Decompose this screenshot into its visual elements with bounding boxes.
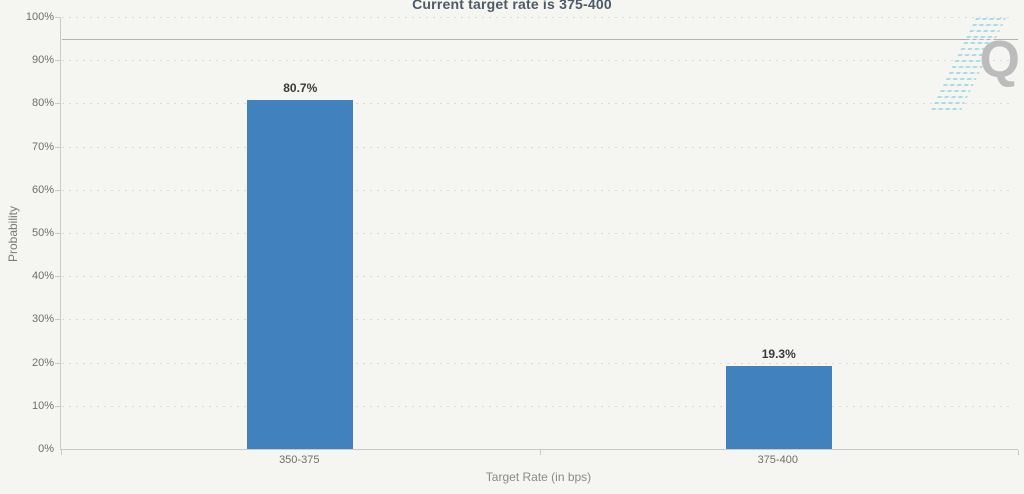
bar-375-400[interactable] — [725, 365, 832, 449]
gridline — [62, 146, 1014, 148]
y-axis-tick — [55, 405, 60, 407]
y-axis-tick — [55, 146, 60, 148]
watermark: Q — [929, 18, 1020, 114]
y-tick-label: 20% — [31, 356, 54, 369]
x-category-label: 375-400 — [757, 454, 798, 466]
y-axis-tick — [55, 233, 60, 234]
x-axis-tick — [539, 450, 541, 455]
y-tick-label: 50% — [31, 227, 54, 239]
chart-title: Current target rate is 375-400 — [412, 0, 612, 12]
gridline — [62, 103, 1014, 105]
reference-line — [62, 38, 1018, 40]
gridline — [62, 233, 1014, 234]
y-tick-label: 70% — [31, 140, 54, 153]
x-category-label: 350-375 — [279, 454, 320, 466]
gridline — [62, 405, 1014, 407]
gridline — [62, 276, 1014, 278]
y-axis-tick — [55, 319, 60, 321]
x-axis-tick — [61, 450, 62, 455]
y-tick-label: 90% — [31, 54, 54, 67]
y-tick-label: 0% — [38, 443, 54, 455]
bar-value-label: 80.7% — [283, 81, 318, 96]
gridline — [62, 362, 1014, 364]
y-tick-label: 100% — [25, 11, 54, 23]
y-axis-tick — [55, 362, 60, 364]
x-axis-tick — [1018, 450, 1019, 455]
y-tick-label: 40% — [31, 270, 54, 283]
y-tick-label: 80% — [31, 97, 54, 110]
gridline — [62, 17, 1014, 18]
gridline — [62, 189, 1014, 191]
y-axis-tick — [55, 189, 60, 191]
gridline — [62, 60, 1014, 62]
y-axis-tick — [55, 276, 60, 278]
watermark-q-logo-icon: Q — [979, 31, 1020, 89]
y-tick-label: 10% — [31, 399, 54, 412]
y-tick-label: 60% — [31, 183, 54, 196]
bar-value-label: 19.3% — [761, 346, 796, 361]
y-tick-label: 30% — [31, 313, 54, 326]
gridline — [62, 319, 1014, 321]
y-axis-tick — [55, 17, 60, 18]
x-axis-title: Target Rate (in bps) — [485, 470, 592, 484]
y-axis-tick — [55, 103, 60, 105]
plot-area: 80.7% 19.3% — [55, 17, 1019, 455]
y-axis-tick — [55, 60, 60, 62]
bar-350-375[interactable] — [247, 100, 354, 449]
